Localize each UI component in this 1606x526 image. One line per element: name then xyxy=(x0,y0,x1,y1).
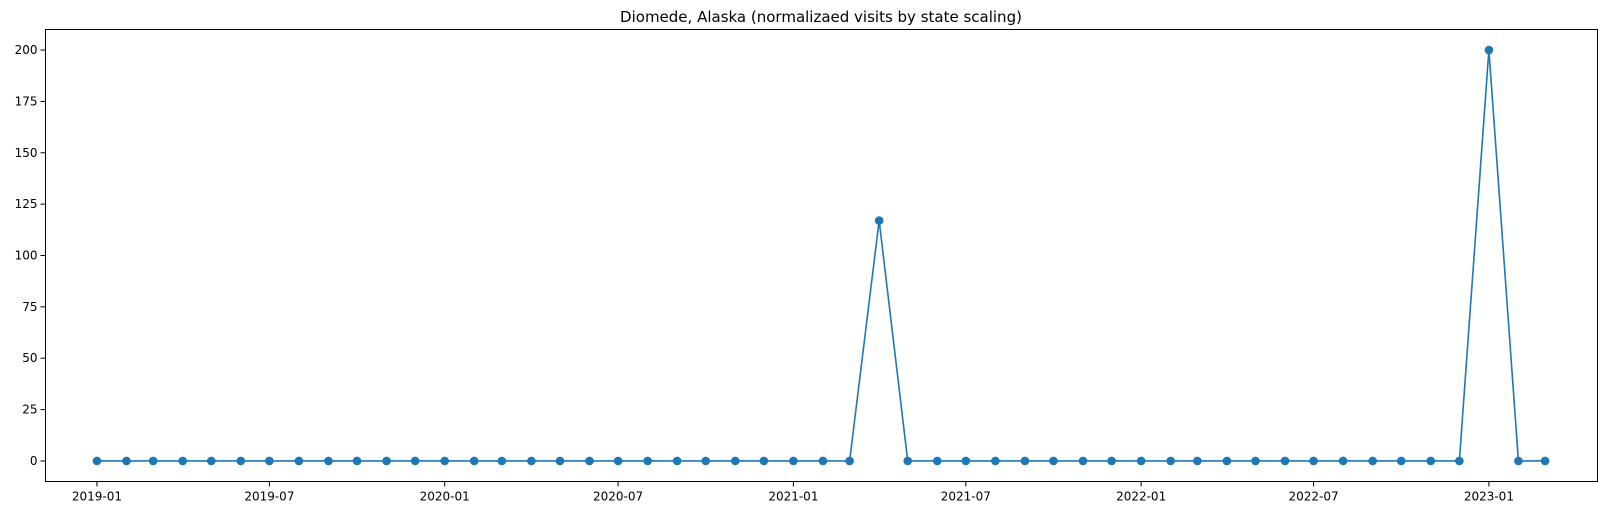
data-point xyxy=(1426,456,1436,466)
x-tick-label: 2019-07 xyxy=(244,490,294,504)
data-point xyxy=(1166,456,1175,466)
data-point xyxy=(294,456,304,466)
data-point xyxy=(1020,456,1030,466)
data-point xyxy=(903,456,913,466)
x-axis: 2019-01 2019-07 2020-01 2020-07 2021-01 2021-… xyxy=(72,481,1514,504)
y-axis: 0 25 50 75 100 125 150 175 200 xyxy=(15,43,46,468)
plot-series xyxy=(92,45,1550,466)
y-tick-label: 125 xyxy=(15,197,38,211)
x-tick-label: 2021-07 xyxy=(941,490,991,504)
data-point xyxy=(352,456,362,466)
data-point xyxy=(961,456,971,466)
x-tick-label: 2020-01 xyxy=(420,490,470,504)
x-tick-label: 2023-01 xyxy=(1464,490,1514,504)
data-point xyxy=(1368,456,1377,466)
y-tick-label: 200 xyxy=(15,43,38,57)
data-point xyxy=(789,456,798,466)
y-tick-label: 175 xyxy=(15,94,38,108)
y-tick-label: 0 xyxy=(30,454,38,468)
chart-title: Diomede, Alaska (normalizaed visits by s… xyxy=(620,8,1022,26)
data-point xyxy=(265,456,274,466)
data-point xyxy=(585,456,594,466)
data-point xyxy=(1136,456,1146,466)
data-point xyxy=(206,456,216,466)
data-point xyxy=(1455,456,1464,466)
y-tick-label: 100 xyxy=(15,249,38,263)
data-point xyxy=(440,456,449,466)
plot-frame xyxy=(45,29,1598,482)
data-point xyxy=(1107,456,1116,466)
data-point xyxy=(382,456,391,466)
data-point xyxy=(497,456,507,466)
data-point xyxy=(1222,456,1232,466)
data-point xyxy=(1193,456,1202,466)
data-point xyxy=(874,216,884,225)
data-point xyxy=(469,456,479,466)
data-point xyxy=(1078,456,1088,466)
data-point xyxy=(527,456,536,466)
y-tick-label: 150 xyxy=(15,146,38,160)
x-tick-label: 2020-07 xyxy=(593,490,643,504)
data-point xyxy=(701,456,711,466)
data-point xyxy=(672,456,682,466)
data-point xyxy=(92,456,102,466)
data-point xyxy=(643,456,652,466)
data-point xyxy=(991,456,1000,466)
series-line xyxy=(96,49,1546,462)
x-tick-label: 2022-07 xyxy=(1289,490,1339,504)
data-point xyxy=(932,456,942,466)
data-point xyxy=(759,456,769,466)
y-tick-label: 75 xyxy=(22,300,37,314)
data-point xyxy=(613,456,623,466)
data-point xyxy=(818,456,828,466)
data-point xyxy=(1540,456,1550,466)
data-point xyxy=(122,456,131,466)
data-point xyxy=(148,456,158,466)
data-point xyxy=(1514,456,1523,466)
y-tick-label: 50 xyxy=(22,351,37,365)
x-tick-label: 2021-01 xyxy=(768,490,818,504)
data-point xyxy=(1484,45,1494,55)
data-point xyxy=(1396,456,1406,466)
data-point xyxy=(324,456,333,466)
data-point xyxy=(1280,456,1290,466)
x-tick-label: 2022-01 xyxy=(1116,490,1166,504)
data-point xyxy=(1251,456,1260,466)
data-point xyxy=(1309,456,1318,466)
data-point xyxy=(410,456,420,466)
data-point xyxy=(178,456,187,466)
data-point xyxy=(555,456,565,466)
data-point xyxy=(1338,456,1348,466)
data-point xyxy=(236,456,246,466)
y-tick-label: 25 xyxy=(22,403,37,417)
data-point xyxy=(730,456,740,466)
x-tick-label: 2019-01 xyxy=(72,490,122,504)
data-point xyxy=(1049,456,1058,466)
data-point xyxy=(845,456,854,466)
